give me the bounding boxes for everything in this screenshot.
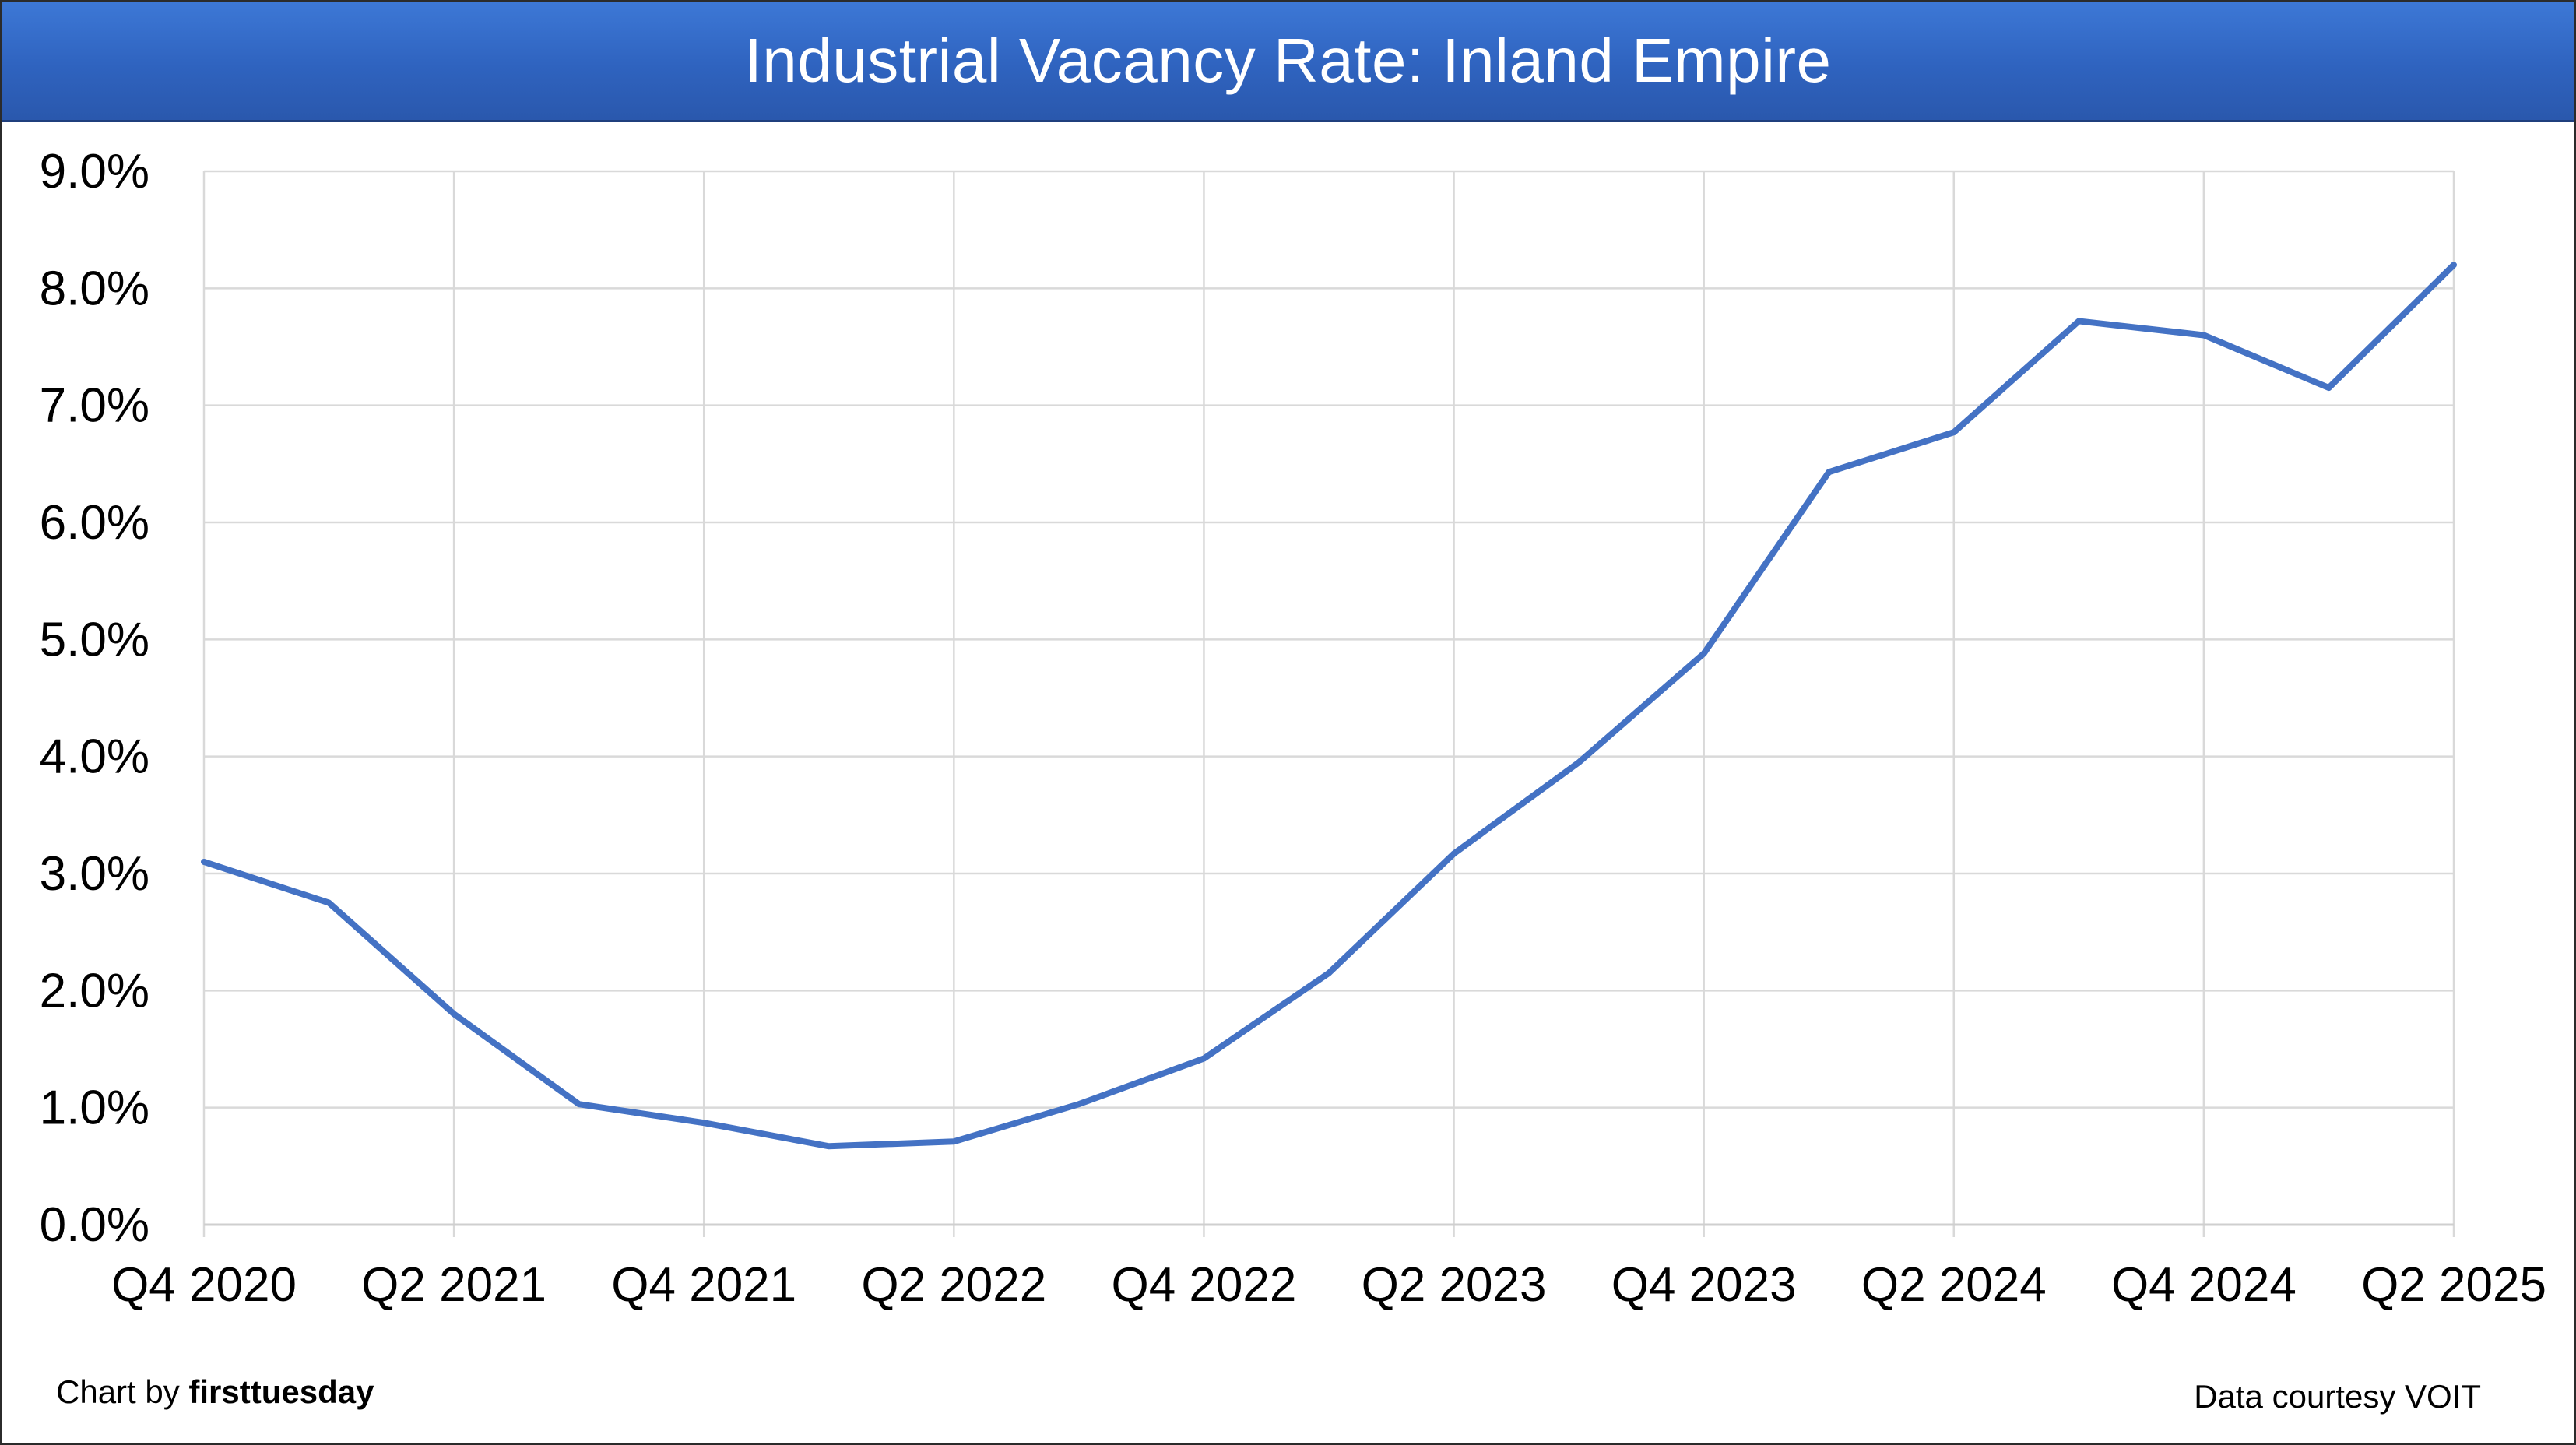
axes (202, 1223, 2455, 1237)
data-source: Data courtesy VOIT (2194, 1378, 2481, 1415)
y-tick-labels: 0.0% 1.0% 2.0% 3.0% 4.0% 5.0% 6.0% 7.0% 8.0% 9.0% (40, 145, 149, 1252)
y-tick-label: 7.0% (40, 379, 149, 433)
credit-prefix: Chart by (56, 1373, 180, 1410)
y-tick-label: 9.0% (40, 145, 149, 199)
x-tick-label: Q2 2025 (2361, 1258, 2546, 1312)
y-tick-label: 8.0% (40, 262, 149, 315)
series-line (201, 262, 2457, 1150)
y-tick-label: 3.0% (40, 847, 149, 901)
x-tick-label: Q2 2023 (1362, 1258, 1547, 1312)
x-tick-label: Q2 2021 (361, 1258, 546, 1312)
x-tick-label: Q4 2024 (2111, 1258, 2297, 1312)
x-tick-label: Q4 2022 (1112, 1258, 1297, 1312)
x-tick-label: Q4 2021 (611, 1258, 796, 1312)
y-tick-label: 0.0% (40, 1198, 149, 1252)
grid-lines (202, 170, 2455, 1225)
y-tick-label: 5.0% (40, 613, 149, 666)
x-tick-label: Q2 2022 (861, 1258, 1046, 1312)
x-tick-label: Q4 2020 (111, 1258, 297, 1312)
x-tick-label: Q4 2023 (1611, 1258, 1797, 1312)
chart-credit: Chart by firsttuesday (56, 1373, 374, 1411)
y-tick-label: 2.0% (40, 964, 149, 1018)
title-bar: Industrial Vacancy Rate: Inland Empire (2, 2, 2574, 122)
x-tick-labels: Q4 2020 Q2 2021 Q4 2021 Q2 2022 Q4 2022 Q2 20… (111, 1258, 2546, 1312)
y-tick-label: 6.0% (40, 496, 149, 550)
y-tick-label: 4.0% (40, 730, 149, 784)
series-layer (201, 262, 2457, 1150)
y-tick-label: 1.0% (40, 1081, 149, 1135)
chart-title: Industrial Vacancy Rate: Inland Empire (744, 26, 1832, 95)
credit-brand: firsttuesday (188, 1373, 374, 1410)
x-tick-label: Q2 2024 (1861, 1258, 2047, 1312)
